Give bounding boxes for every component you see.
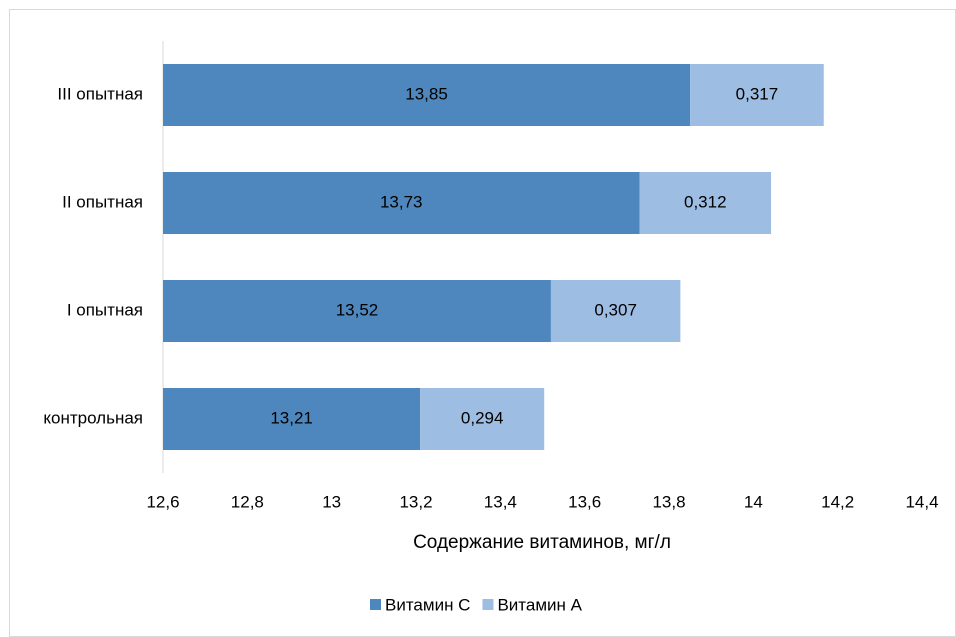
data-label: 0,307 <box>594 300 637 319</box>
y-tick-label: II опытная <box>62 192 143 211</box>
x-axis-title: Содержание витаминов, мг/л <box>413 532 671 553</box>
legend-swatch <box>482 599 494 610</box>
bar-segment <box>690 64 824 126</box>
x-tick-label: 13,4 <box>484 492 517 511</box>
legend-swatch <box>370 599 381 610</box>
data-label: 13,73 <box>380 192 423 211</box>
x-tick-label: 13,6 <box>568 492 601 511</box>
data-label: 13,85 <box>405 84 448 103</box>
bar-segment <box>639 172 772 234</box>
data-label: 0,294 <box>461 408 504 427</box>
bar-segment <box>550 280 681 342</box>
x-tick-label: 14 <box>744 492 763 511</box>
bar-segment <box>420 388 545 450</box>
data-label: 0,317 <box>736 84 779 103</box>
legend-label: Витамин А <box>497 595 582 614</box>
bar-segment <box>163 64 691 126</box>
bar-segment <box>163 172 640 234</box>
data-label: 13,21 <box>270 408 313 427</box>
x-tick-label: 14,4 <box>905 492 938 511</box>
x-tick-label: 13,8 <box>652 492 685 511</box>
x-tick-label: 13 <box>322 492 341 511</box>
y-tick-label: I опытная <box>67 300 143 319</box>
y-tick-label: III опытная <box>57 84 143 103</box>
data-label: 0,312 <box>684 192 727 211</box>
bar-segment <box>163 280 551 342</box>
x-tick-label: 13,2 <box>399 492 432 511</box>
bar-segment <box>163 388 421 450</box>
legend-label: Витамин С <box>385 595 470 614</box>
x-tick-label: 14,2 <box>821 492 854 511</box>
x-tick-label: 12,6 <box>146 492 179 511</box>
x-tick-label: 12,8 <box>231 492 264 511</box>
data-label: 13,52 <box>336 300 379 319</box>
y-tick-label: контрольная <box>43 408 143 427</box>
